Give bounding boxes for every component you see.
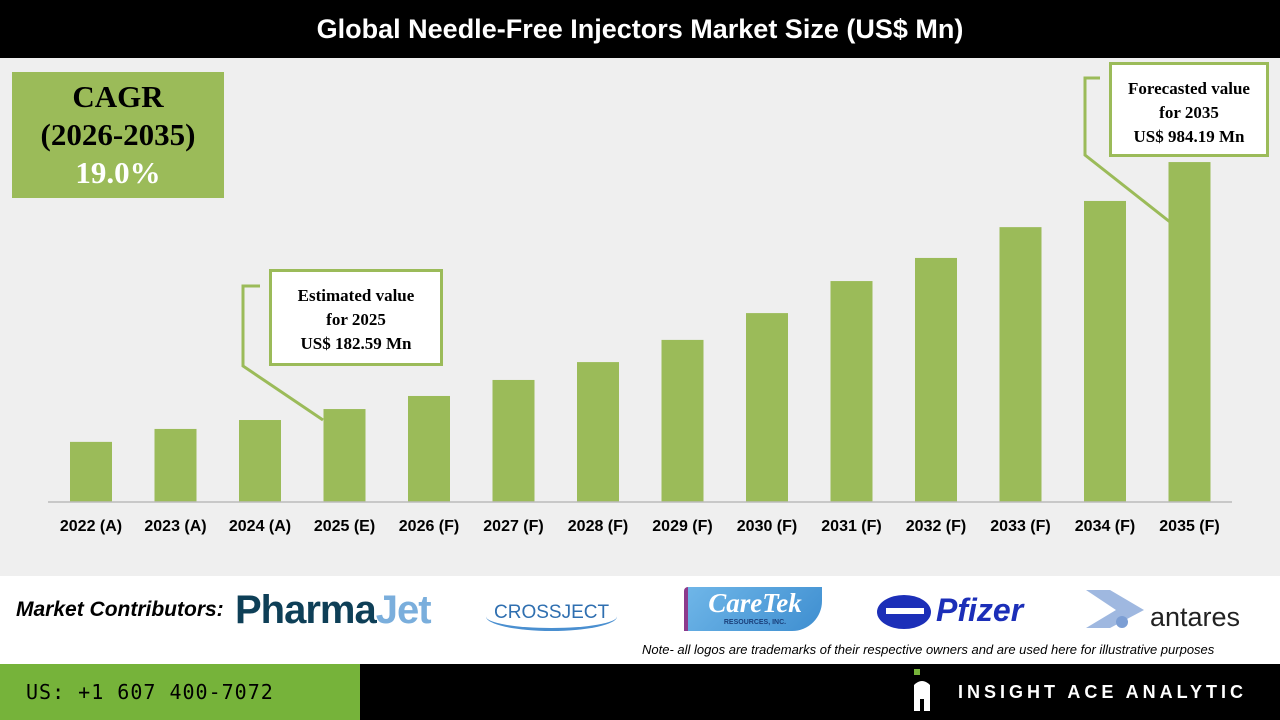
contributors-label: Market Contributors: [16,598,224,621]
antares-logo: antares [1082,588,1240,637]
antares-mark-icon [1086,590,1144,628]
x-tick-label: 2032 (F) [906,518,966,535]
x-tick-label: 2024 (A) [229,518,291,535]
x-tick-label: 2022 (A) [60,518,122,535]
pharmajet-logo: PharmaJet [235,588,432,632]
trademark-note: Note- all logos are trademarks of their … [642,642,1215,657]
bar [577,362,619,502]
x-tick-label: 2030 (F) [737,518,797,535]
bar [999,227,1042,502]
pfizer-logo: Pfizer [876,590,1036,639]
cagr-box: CAGR (2026-2035) 19.0% [12,72,224,198]
estimated-callout: Estimated value for 2025 US$ 182.59 Mn [269,269,443,366]
chart-title: Global Needle-Free Injectors Market Size… [0,0,1280,58]
x-tick-label: 2026 (F) [399,518,459,535]
callout-text: for 2035 [1159,103,1219,122]
bar [830,281,873,502]
x-tick-label: 2029 (F) [652,518,712,535]
caretek-logo: CareTek RESOURCES, INC. [684,587,822,631]
bar [661,339,704,502]
forecast-leader-line [1083,76,1171,224]
x-tick-label: 2031 (F) [821,518,881,535]
callout-value: US$ 984.19 Mn [1133,127,1245,146]
bar [915,257,957,502]
crossject-logo: CROSSJECT [486,602,618,631]
forecast-callout: Forecasted value for 2035 US$ 984.19 Mn [1109,62,1269,157]
cagr-period: (2026-2035) [40,117,196,152]
bar-chart: 2022 (A) 2023 (A) 2024 (A) 2025 (E) 2026 (F)… [48,76,1232,535]
caretek-subtitle: RESOURCES, INC. [723,619,787,626]
callout-text: for 2025 [326,310,386,329]
callout-text: Estimated value [297,286,415,305]
pfizer-wordmark: Pfizer [936,592,1024,628]
bar [70,441,112,502]
x-tick-label: 2027 (F) [483,518,543,535]
bar [154,428,197,502]
antares-wordmark: antares [1150,602,1241,632]
pfizer-pill-icon [877,595,931,629]
bar [1084,200,1126,502]
estimated-leader-line [241,284,324,422]
x-tick-label: 2028 (F) [568,518,628,535]
bar [746,313,788,502]
x-tick-label: 2033 (F) [990,518,1050,535]
cagr-value: 19.0% [75,155,161,190]
x-tick-label: 2025 (E) [314,518,375,535]
bar [492,379,535,502]
phone-contact[interactable]: US: +1 607 400-7072 [0,664,360,720]
brand-name: INSIGHT ACE ANALYTIC [958,682,1248,702]
bar [408,395,450,502]
cagr-label: CAGR [72,79,164,114]
x-tick-label: 2035 (F) [1159,518,1219,535]
bar [323,409,366,502]
x-tick-label: 2034 (F) [1075,518,1135,535]
callout-text: Forecasted value [1128,79,1250,98]
bar [239,420,281,502]
callout-value: US$ 182.59 Mn [300,334,412,353]
brand-logo-icon [914,669,930,711]
caretek-wordmark: CareTek [708,588,802,618]
bar [1168,162,1211,503]
x-tick-label: 2023 (A) [144,518,206,535]
footer-bar [360,664,1280,720]
